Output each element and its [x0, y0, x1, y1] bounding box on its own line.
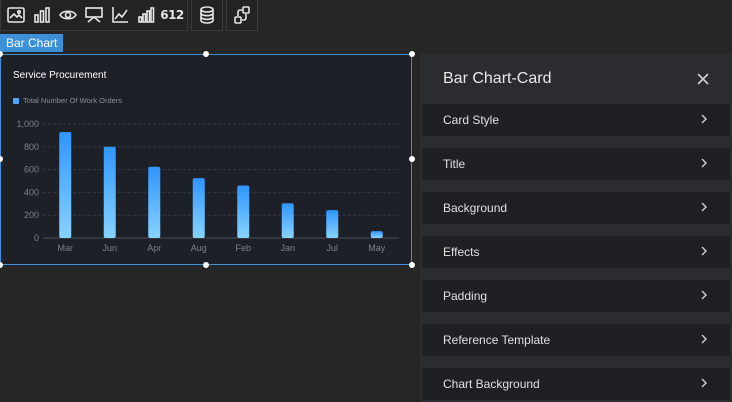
- chevron-right-icon: [700, 287, 708, 305]
- section-card-style[interactable]: Card Style: [422, 104, 730, 136]
- panel-title: Bar Chart-Card: [443, 70, 552, 87]
- resize-handle-left[interactable]: [0, 156, 3, 162]
- section-chart-background[interactable]: Chart Background: [422, 368, 730, 400]
- resize-handle-top-left[interactable]: [0, 51, 3, 57]
- legend-swatch: [13, 97, 19, 104]
- y-tick-label: 600: [24, 165, 39, 175]
- x-tick-label: Aug: [191, 243, 207, 253]
- resize-handle-bottom-left[interactable]: [0, 262, 3, 268]
- toolbar-group-link: [226, 0, 258, 31]
- x-tick-label: Jul: [326, 243, 338, 253]
- chevron-right-icon: [700, 243, 708, 261]
- section-label: Background: [443, 201, 508, 215]
- x-tick-label: Feb: [235, 243, 251, 253]
- section-effects[interactable]: Effects: [422, 236, 730, 268]
- panel-header: Bar Chart-Card: [422, 54, 732, 104]
- bar-mar[interactable]: [59, 131, 72, 238]
- section-background[interactable]: Background: [422, 192, 730, 224]
- y-tick-label: 200: [24, 210, 39, 220]
- bar-chart-plot: 0 200 400 600 800 1,000 Mar Jun Apr Aug Feb Jan Jul M…: [16, 119, 399, 253]
- resize-handle-right[interactable]: [409, 156, 415, 162]
- chart-title: Service Procurement: [13, 70, 107, 81]
- image-card-icon[interactable]: [3, 2, 29, 28]
- section-label: Chart Background: [443, 377, 540, 391]
- x-tick-label: Apr: [147, 243, 161, 253]
- y-tick-label: 1,000: [16, 119, 39, 129]
- section-label: Effects: [443, 245, 480, 259]
- number-icon[interactable]: 612: [159, 2, 185, 28]
- database-icon[interactable]: [194, 2, 220, 28]
- bar-aug[interactable]: [192, 178, 205, 238]
- swap-link-icon[interactable]: [229, 2, 255, 28]
- section-reference-template[interactable]: Reference Template: [422, 324, 730, 356]
- section-label: Padding: [443, 289, 488, 303]
- chevron-right-icon: [700, 375, 708, 393]
- toolbar-group-data: [191, 0, 223, 31]
- stepped-bar-icon[interactable]: [133, 2, 159, 28]
- resize-handle-top[interactable]: [203, 51, 209, 57]
- x-tick-label: May: [368, 243, 386, 253]
- y-tick-label: 400: [24, 187, 39, 197]
- chevron-right-icon: [700, 155, 708, 173]
- x-tick-label: Mar: [58, 243, 74, 253]
- chart-legend[interactable]: Total Number Of Work Orders: [13, 96, 122, 105]
- section-label: Title: [443, 157, 466, 171]
- section-label: Card Style: [443, 113, 500, 127]
- y-tick-label: 0: [34, 233, 39, 243]
- bar-chart-icon[interactable]: [29, 2, 55, 28]
- x-tick-label: Jun: [102, 243, 117, 253]
- selection-tag: Bar Chart: [0, 34, 64, 52]
- bar-may[interactable]: [370, 231, 383, 238]
- toolbar: 612: [0, 0, 261, 31]
- bar-jul[interactable]: [326, 210, 339, 238]
- bar-feb[interactable]: [237, 185, 250, 238]
- resize-handle-bottom[interactable]: [203, 262, 209, 268]
- properties-panel: Bar Chart-Card Card Style Title Backgrou…: [421, 54, 732, 402]
- section-padding[interactable]: Padding: [422, 280, 730, 312]
- chevron-right-icon: [700, 331, 708, 349]
- bar-jun[interactable]: [103, 146, 116, 238]
- bar-apr[interactable]: [148, 166, 161, 238]
- display-board-icon[interactable]: [81, 2, 107, 28]
- number-icon-text: 612: [160, 8, 184, 22]
- close-icon[interactable]: [696, 72, 710, 86]
- y-tick-label: 800: [24, 142, 39, 152]
- bar-jan[interactable]: [281, 203, 294, 238]
- resize-handle-bottom-right[interactable]: [409, 262, 415, 268]
- chart-card[interactable]: Service Procurement Total Number Of Work…: [0, 54, 412, 265]
- x-tick-label: Jan: [280, 243, 295, 253]
- resize-handle-top-right[interactable]: [409, 51, 415, 57]
- toolbar-group-charts: 612: [0, 0, 188, 31]
- legend-label: Total Number Of Work Orders: [23, 96, 123, 105]
- chevron-right-icon: [700, 199, 708, 217]
- chevron-right-icon: [700, 111, 708, 129]
- line-chart-icon[interactable]: [107, 2, 133, 28]
- section-label: Reference Template: [443, 333, 551, 347]
- section-title[interactable]: Title: [422, 148, 730, 180]
- eye-target-icon[interactable]: [55, 2, 81, 28]
